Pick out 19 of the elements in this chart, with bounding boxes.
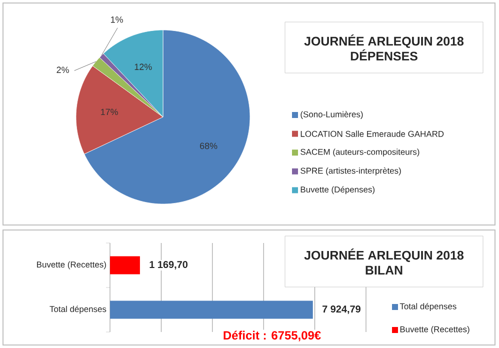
text: DÉPENSES bbox=[350, 49, 418, 61]
chart-title: JOURNÉE ARLEQUIN 2018 bbox=[304, 248, 464, 262]
data-label: 1 169,70 bbox=[150, 261, 188, 270]
data-label: 2% bbox=[56, 66, 69, 73]
legend-label: SPRE (artistes-interprètes) bbox=[300, 167, 401, 176]
data-label: 12% bbox=[134, 64, 152, 70]
legend-label: (Sono-Lumières) bbox=[300, 111, 363, 119]
text: JOURNÉE ARLEQUIN 2018 bbox=[304, 34, 464, 48]
legend-label: Total dépenses bbox=[400, 303, 456, 311]
data-label: 17% bbox=[101, 108, 118, 116]
legend-label: Buvette (Recettes) bbox=[400, 326, 470, 334]
data-label: 1% bbox=[110, 16, 123, 23]
legend-label: Buvette (Dépenses) bbox=[300, 186, 375, 194]
legend-label: LOCATION Salle Emeraude GAHARD bbox=[300, 130, 444, 137]
data-label: 7 924,79 bbox=[322, 306, 360, 314]
data-label: 68% bbox=[200, 142, 218, 150]
annotation: Déficit : 6755,09€ bbox=[224, 330, 321, 342]
text: BILAN bbox=[366, 266, 402, 274]
legend-label: SACEM (auteurs-compositeurs) bbox=[300, 148, 420, 157]
